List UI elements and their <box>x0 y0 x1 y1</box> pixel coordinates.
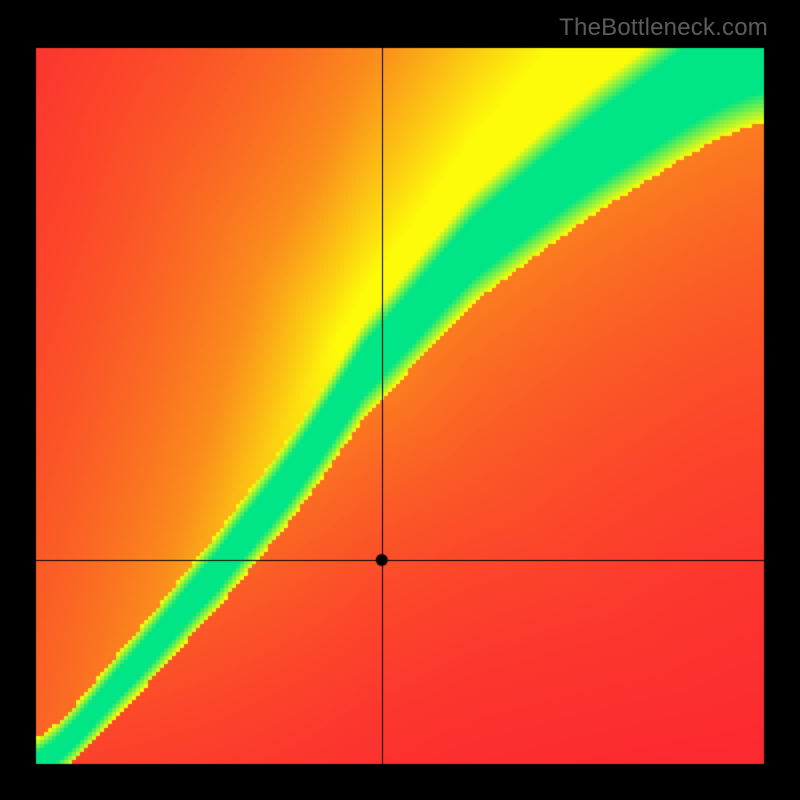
chart-container: TheBottleneck.com <box>0 0 800 800</box>
watermark-text: TheBottleneck.com <box>559 14 768 42</box>
bottleneck-heatmap <box>0 0 800 800</box>
